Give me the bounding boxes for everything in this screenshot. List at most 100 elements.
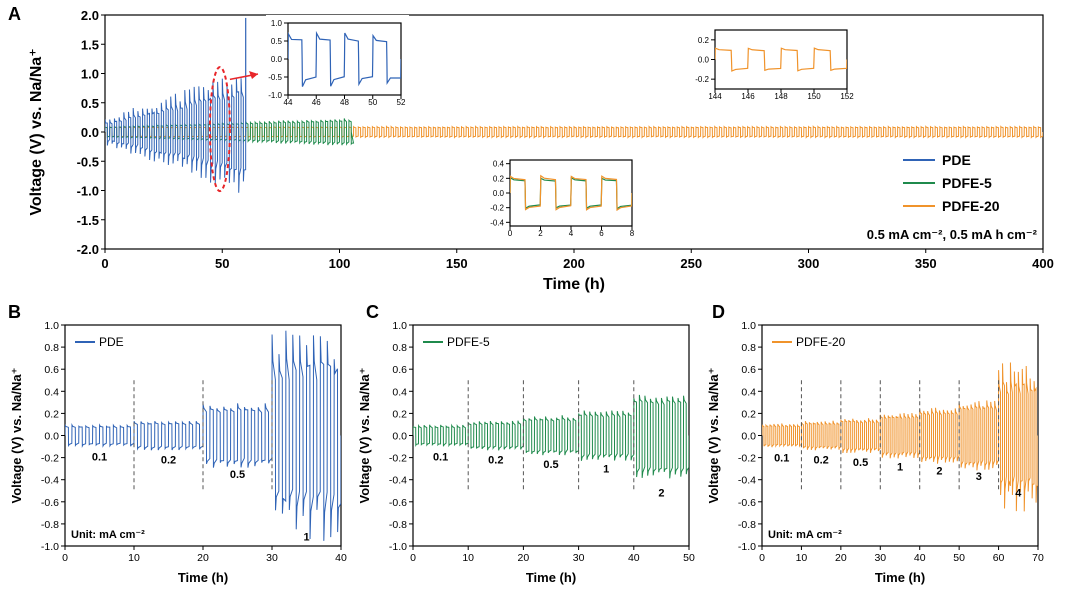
y-axis-label: Voltage (V) vs. Na/Na⁺ (28, 48, 45, 215)
rate-label-0p1: 0.1 (433, 451, 448, 463)
y-axis-label: Voltage (V) vs. Na/Na⁺ (9, 368, 24, 504)
x-tick-label-50: 50 (953, 552, 965, 564)
x-tick-label-70: 70 (1032, 552, 1044, 564)
rate-label-1: 1 (603, 463, 609, 475)
y-tick-label-1p0: -1.0 (738, 541, 756, 553)
rate-label-4: 4 (1015, 487, 1022, 499)
y-tick-label-1p0: 1.0 (271, 19, 283, 28)
y-tick-label-0p0: 0.0 (493, 189, 505, 198)
x-axis-label: Time (h) (875, 570, 925, 585)
y-tick-label-0p8: 0.8 (392, 342, 407, 354)
series-line-pdfe-20 (105, 125, 1043, 139)
plot-area (413, 394, 689, 479)
inset-background (488, 152, 640, 242)
panel-letter-d: D (712, 302, 725, 322)
callout-arrowhead (249, 71, 258, 79)
panel-letter-b: B (8, 302, 21, 322)
x-tick-label-50: 50 (368, 98, 377, 107)
rate-label-1: 1 (897, 461, 903, 473)
y-tick-label-1p0: -1.0 (41, 541, 59, 553)
y-tick-label-1p0: 1.0 (81, 67, 99, 82)
x-tick-label-200: 200 (563, 256, 585, 271)
panel-letter-a: A (8, 4, 21, 24)
y-tick-label-0p4: 0.4 (392, 386, 407, 398)
x-tick-label-60: 60 (993, 552, 1005, 564)
panel-d: D 0 10 20 30 40 50 60 70 1.0 0.8 0.6 0.4 0.2 0.0 -0.2 -0… (706, 302, 1044, 585)
y-tick-label-0p4: 0.4 (493, 160, 505, 169)
x-tick-label-0: 0 (759, 552, 765, 564)
y-tick-label-0p0: 0.0 (44, 431, 59, 443)
x-tick-label-6: 6 (599, 229, 604, 238)
x-tick-label-20: 20 (518, 552, 530, 564)
y-tick-label-0p2: 0.2 (44, 408, 59, 420)
x-tick-label-40: 40 (914, 552, 926, 564)
x-tick-label-44: 44 (284, 98, 293, 107)
y-tick-label-2p0: 2.0 (81, 8, 99, 23)
plot-area (65, 330, 341, 541)
y-tick-label-0p8: -0.8 (389, 519, 407, 531)
inset-1: 44 46 48 50 52 1.0 0.5 0.0 -0.5 -1.0 (266, 15, 409, 111)
x-tick-label-144: 144 (708, 92, 722, 101)
y-tick-label-0p8: -0.8 (738, 519, 756, 531)
x-tick-label-0: 0 (508, 229, 513, 238)
rate-label-3: 3 (976, 471, 982, 483)
inset-3: 0 2 4 6 8 0.4 0.2 0.0 -0.2 -0.4 (488, 152, 640, 242)
x-tick-label-46: 46 (312, 98, 321, 107)
y-tick-label-0p0: 0.0 (271, 55, 283, 64)
y-tick-label-0p0: 0.0 (698, 56, 710, 65)
y-tick-label-1p0: 1.0 (741, 320, 756, 332)
legend-label: PDFE-5 (447, 335, 490, 349)
x-tick-label-400: 400 (1032, 256, 1054, 271)
x-tick-label-30: 30 (266, 552, 278, 564)
unit-note: Unit: mA cm⁻² (768, 529, 842, 541)
x-tick-label-52: 52 (397, 98, 406, 107)
x-tick-label-48: 48 (340, 98, 349, 107)
x-tick-label-152: 152 (840, 92, 854, 101)
legend-label: PDE (99, 335, 124, 349)
rate-label-0p5: 0.5 (853, 457, 868, 469)
y-axis-label: Voltage (V) vs. Na/Na⁺ (357, 368, 372, 504)
x-axis-label: Time (h) (526, 570, 576, 585)
legend-label-pde: PDE (942, 152, 971, 168)
y-tick-label-0p6: 0.6 (741, 364, 756, 376)
rate-label-1: 1 (303, 531, 309, 543)
x-tick-label-100: 100 (329, 256, 351, 271)
series-line-pde (65, 330, 341, 541)
y-tick-label-0p2: 0.2 (392, 408, 407, 420)
y-tick-label-2p0: -2.0 (77, 242, 99, 257)
x-axis-label: Time (h) (178, 570, 228, 585)
inset-plot (715, 47, 847, 72)
legend: PDE PDFE-5 PDFE-20 (903, 152, 1000, 214)
y-tick-label-0p4: 0.4 (44, 386, 59, 398)
x-tick-label-20: 20 (835, 552, 847, 564)
rate-label-0p2: 0.2 (488, 455, 503, 467)
x-tick-label-150: 150 (807, 92, 821, 101)
rate-label-0p5: 0.5 (230, 469, 245, 481)
x-tick-label-250: 250 (680, 256, 702, 271)
plot-area (762, 362, 1038, 512)
panel-letter-c: C (366, 302, 379, 322)
series-line-pde (105, 77, 247, 193)
x-tick-label-148: 148 (774, 92, 788, 101)
panel-b: B 0 10 20 30 40 1.0 0.8 0.6 0.4 0.2 0.0 -0.2 -0.4 -0.6… (8, 302, 347, 585)
x-tick-label-146: 146 (741, 92, 755, 101)
y-tick-label-0p6: -0.6 (389, 497, 407, 509)
y-tick-label-0p8: -0.8 (41, 519, 59, 531)
y-tick-label-1p5: -1.5 (77, 213, 99, 228)
y-tick-label-0p5: -0.5 (77, 154, 99, 169)
inset-series-line-pde (288, 30, 401, 87)
x-tick-label-10: 10 (128, 552, 140, 564)
y-tick-label-0p5: -0.5 (268, 73, 282, 82)
x-tick-label-2: 2 (538, 229, 543, 238)
y-tick-label-1p0: 1.0 (44, 320, 59, 332)
y-tick-label-0p4: 0.4 (741, 386, 756, 398)
x-tick-label-30: 30 (573, 552, 585, 564)
inset-plot (510, 174, 632, 212)
rate-label-0p1: 0.1 (92, 451, 107, 463)
x-tick-label-0: 0 (410, 552, 416, 564)
y-tick-label-0p0: 0.0 (392, 431, 407, 443)
y-tick-label-1p0: 1.0 (392, 320, 407, 332)
y-tick-label-0p2: 0.2 (698, 36, 710, 45)
legend-label-pdfe-20: PDFE-20 (942, 198, 1000, 214)
legend-label-pdfe-5: PDFE-5 (942, 175, 992, 191)
